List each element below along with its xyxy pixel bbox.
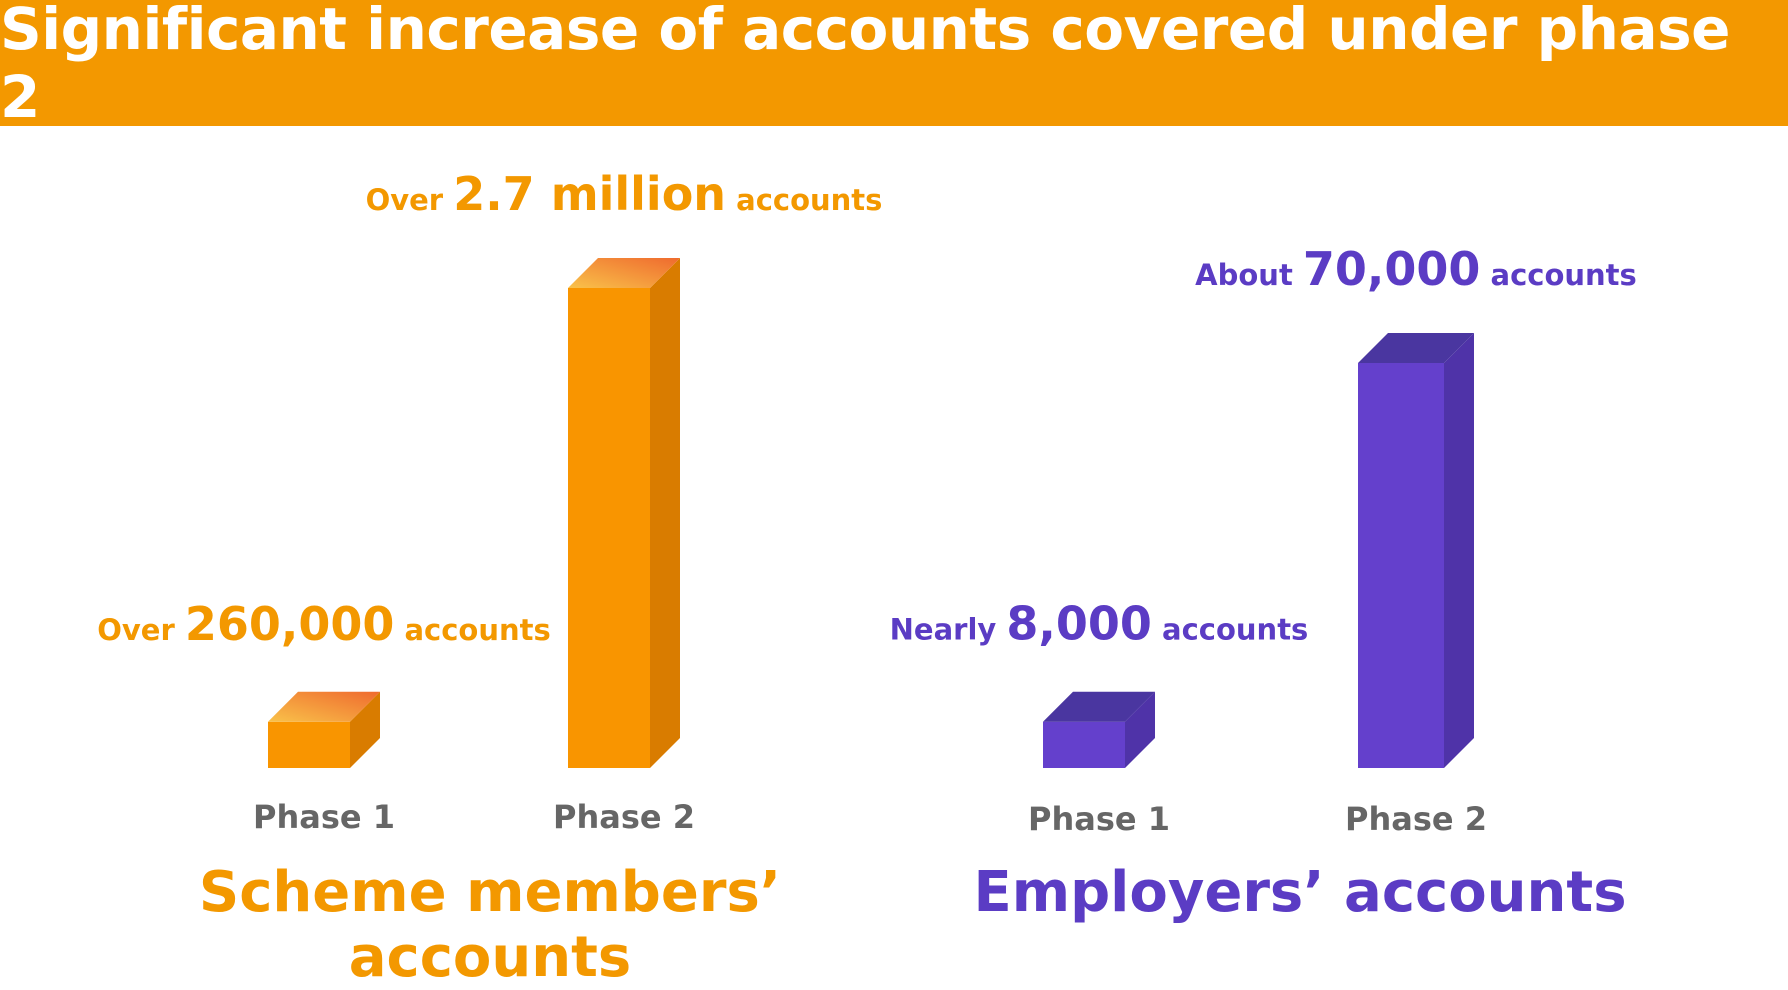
- category-label-1-2: Phase 2: [553, 798, 695, 836]
- category-label-1-1: Phase 1: [253, 798, 395, 836]
- bar-front: [568, 288, 650, 768]
- bar-top: [568, 258, 680, 288]
- bar-side: [1444, 333, 1474, 768]
- bar-2-1: [1043, 691, 1155, 768]
- bar-side: [350, 691, 380, 768]
- bar-1-1: [268, 691, 380, 768]
- data-label-1-2: Over 2.7 million accounts: [366, 167, 883, 221]
- chart-2-caption: Employers’ accounts: [973, 860, 1627, 925]
- data-label-2-2: About 70,000 accounts: [1195, 242, 1637, 296]
- category-label-2-2: Phase 2: [1345, 800, 1487, 838]
- category-label-2-1: Phase 1: [1028, 800, 1170, 838]
- bar-front: [1358, 363, 1444, 768]
- data-label-2-1: Nearly 8,000 accounts: [890, 597, 1309, 651]
- title-banner: Significant increase of accounts covered…: [0, 0, 1788, 131]
- bar-1-2: [568, 258, 680, 768]
- bar-side: [1125, 691, 1155, 768]
- chart-1-caption: Scheme members’ accounts: [198, 860, 782, 990]
- bar-top: [1358, 333, 1474, 363]
- data-label-1-1: Over 260,000 accounts: [97, 597, 551, 651]
- bar-top: [268, 691, 380, 722]
- page-title: Significant increase of accounts covered…: [0, 0, 1730, 131]
- bar-front: [1043, 721, 1125, 768]
- bar-side: [650, 258, 680, 768]
- bar-charts: Over 260,000 accounts Phase 1 Over 2.7 mil…: [97, 167, 1637, 838]
- bar-front: [268, 721, 350, 768]
- bar-top: [1043, 691, 1155, 722]
- bar-2-2: [1358, 333, 1474, 768]
